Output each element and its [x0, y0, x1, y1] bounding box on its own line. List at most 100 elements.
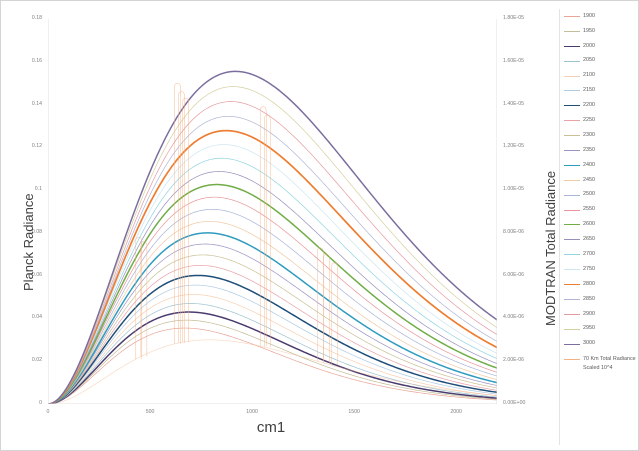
y-tick-left-0.08: 0.08: [31, 228, 42, 235]
series-line-2350: [48, 243, 497, 404]
series-line-2500: [48, 209, 497, 404]
legend-label-2550: 2550: [583, 206, 595, 213]
legend-item-2200[interactable]: 2200: [564, 98, 637, 113]
legend-swatch-2250: [564, 120, 580, 122]
y-tick-right-1.60E-05: 1.60E-05: [503, 57, 525, 64]
legend-item-2400[interactable]: 2400: [564, 158, 637, 173]
y-tick-left-0.06: 0.06: [31, 271, 42, 278]
legend-item-2600[interactable]: 2600: [564, 217, 637, 232]
y-tick-left-0.02: 0.02: [31, 357, 42, 364]
y-tick-right-6.00E-06: 6.00E-06: [503, 271, 525, 278]
modtran-spike-660: [182, 97, 189, 343]
legend-label-2650: 2650: [583, 236, 595, 243]
legend-item-2650[interactable]: 2650: [564, 232, 637, 247]
legend-item-2850[interactable]: 2850: [564, 292, 637, 307]
legend-label-2250: 2250: [583, 116, 595, 123]
legend-note-line2: Scaled 10^4: [583, 365, 613, 372]
modtran-spike-1320: [317, 247, 324, 362]
legend-label-2100: 2100: [583, 72, 595, 79]
y-tick-right-1.40E-05: 1.40E-05: [503, 100, 525, 107]
legend-item-2300[interactable]: 2300: [564, 128, 637, 143]
series-line-2650: [48, 171, 497, 404]
series-line-1900: [48, 327, 497, 404]
legend-item-2050[interactable]: 2050: [564, 54, 637, 69]
y-axis-left-title: Planck Radiance: [21, 193, 36, 291]
legend-swatch-2500: [564, 194, 580, 196]
legend-swatch-2600: [564, 224, 580, 226]
x-tick-500: 500: [145, 409, 155, 415]
x-axis-title: cm1: [256, 419, 286, 436]
series-line-2800: [48, 129, 497, 404]
legend-label-2800: 2800: [583, 280, 595, 287]
legend-label-1900: 1900: [583, 12, 595, 19]
legend-item-1950[interactable]: 1950: [564, 24, 637, 39]
modtran-spike-640: [178, 91, 185, 343]
x-tick-2000: 2000: [450, 409, 462, 415]
y-tick-right-1.80E-05: 1.80E-05: [503, 15, 525, 21]
legend-swatch-2750: [564, 269, 580, 271]
legend-label-2450: 2450: [583, 176, 595, 183]
legend-item-2350[interactable]: 2350: [564, 143, 637, 158]
legend-label-2500: 2500: [583, 191, 595, 198]
legend-item-2700[interactable]: 2700: [564, 247, 637, 262]
series-line-2700: [48, 157, 497, 404]
series-line-2000: [48, 311, 497, 404]
y-tick-right-2.00E-06: 2.00E-06: [503, 357, 525, 364]
legend-item-3000[interactable]: 3000: [564, 337, 637, 352]
series-line-3000: [48, 70, 497, 404]
legend-item-2900[interactable]: 2900: [564, 307, 637, 322]
legend-item-total-radiance[interactable]: 70 Km Total Radiance Scaled 10^4: [564, 355, 637, 372]
legend-label-2750: 2750: [583, 265, 595, 272]
legend-label-2700: 2700: [583, 250, 595, 257]
legend-swatch-1900: [564, 15, 580, 17]
series-line-2850: [48, 115, 497, 404]
legend-note-line1: 70 Km Total Radiance: [583, 356, 636, 363]
y-tick-left-0.14: 0.14: [31, 100, 42, 107]
y-tick-right-4.00E-06: 4.00E-06: [503, 314, 525, 321]
legend-item-2950[interactable]: 2950: [564, 322, 637, 337]
legend-item-2150[interactable]: 2150: [564, 83, 637, 98]
legend-item-2100[interactable]: 2100: [564, 69, 637, 84]
legend-label-3000: 3000: [583, 340, 595, 347]
chart-legend: 1900 1950 2000 2050 2100 2150 2200 2250 2300 2350…: [559, 9, 637, 445]
legend-item-2500[interactable]: 2500: [564, 188, 637, 203]
series-line-2200: [48, 274, 497, 404]
legend-item-1900[interactable]: 1900: [564, 9, 637, 24]
legend-label-1950: 1950: [583, 27, 595, 34]
legend-label-total-radiance: 70 Km Total Radiance Scaled 10^4: [583, 355, 636, 372]
legend-swatch-2150: [564, 90, 580, 92]
plot-area: [48, 19, 497, 404]
legend-item-2250[interactable]: 2250: [564, 113, 637, 128]
legend-item-2450[interactable]: 2450: [564, 173, 637, 188]
legend-swatch-2200: [564, 105, 580, 107]
legend-item-2550[interactable]: 2550: [564, 203, 637, 218]
legend-swatch-2550: [564, 209, 580, 211]
series-line-2450: [48, 220, 497, 404]
legend-items: 1900 1950 2000 2050 2100 2150 2200 2250 2300 2350…: [564, 9, 637, 351]
modtran-spike-1060: [264, 114, 271, 348]
series-line-2300: [48, 254, 497, 404]
legend-swatch-2100: [564, 75, 580, 77]
x-tick-0: 0: [46, 409, 50, 415]
modtran-spike-430: [135, 236, 143, 360]
legend-swatch-2000: [564, 45, 580, 47]
legend-swatch-2950: [564, 328, 580, 330]
legend-swatch-1950: [564, 30, 580, 32]
legend-label-2600: 2600: [583, 221, 595, 228]
legend-swatch-2850: [564, 298, 580, 300]
legend-item-2800[interactable]: 2800: [564, 277, 637, 292]
plot-canvas: [48, 19, 497, 404]
y-tick-right-1.20E-05: 1.20E-05: [503, 143, 525, 150]
legend-label-2900: 2900: [583, 310, 595, 317]
modtran-total-radiance-base: [48, 339, 497, 404]
legend-label-2300: 2300: [583, 131, 595, 138]
y-tick-left-0.18: 0.18: [31, 15, 42, 21]
series-line-2900: [48, 101, 497, 404]
legend-item-2750[interactable]: 2750: [564, 262, 637, 277]
series-line-2150: [48, 284, 497, 404]
series-line-2950: [48, 86, 497, 404]
legend-label-2850: 2850: [583, 295, 595, 302]
series-line-2750: [48, 144, 497, 404]
legend-item-2000[interactable]: 2000: [564, 39, 637, 54]
